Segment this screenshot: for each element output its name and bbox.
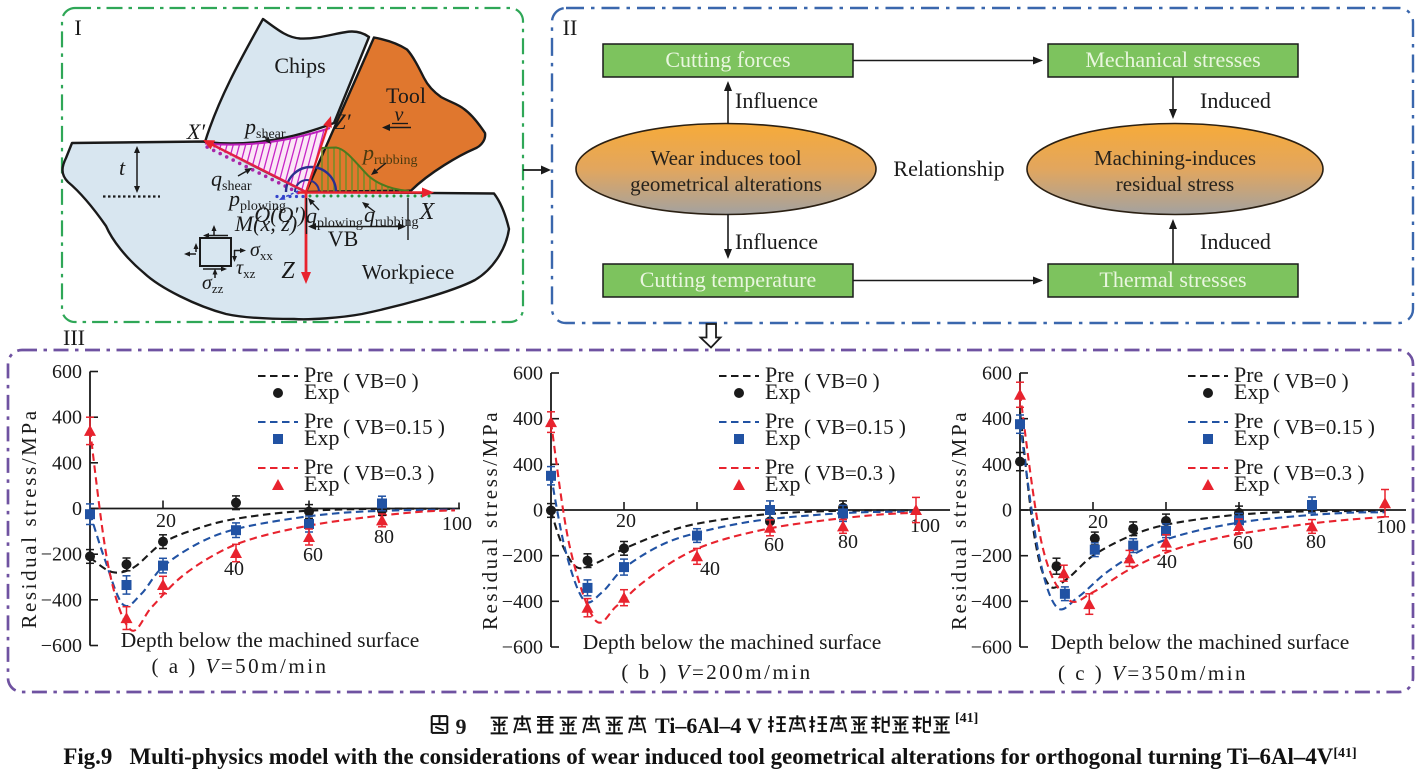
svg-text:geometrical alterations: geometrical alterations: [630, 172, 822, 196]
svg-text:v: v: [395, 104, 404, 126]
svg-text:−600: −600: [41, 635, 82, 657]
svg-text:0: 0: [533, 500, 543, 522]
svg-text:400: 400: [982, 408, 1012, 430]
svg-text:Exp: Exp: [304, 425, 339, 450]
svg-text:−400: −400: [502, 591, 543, 613]
svg-text:600: 600: [982, 363, 1012, 385]
svg-text:−200: −200: [502, 545, 543, 567]
svg-text:( VB=0.3 ): ( VB=0.3 ): [804, 461, 895, 485]
svg-text:Exp: Exp: [1234, 471, 1269, 496]
svg-text:100: 100: [442, 513, 472, 535]
svg-text:−600: −600: [971, 637, 1012, 659]
svg-text:400: 400: [52, 452, 82, 474]
svg-text:80: 80: [374, 526, 394, 548]
svg-text:80: 80: [838, 531, 858, 553]
svg-text:( VB=0.15 ): ( VB=0.15 ): [804, 415, 906, 439]
svg-text:X: X: [419, 199, 436, 225]
svg-text:( VB=0.3 ): ( VB=0.3 ): [1273, 461, 1364, 485]
svg-text:Cutting forces: Cutting forces: [665, 47, 790, 72]
svg-text:X′: X′: [186, 119, 206, 144]
svg-text:Influence: Influence: [735, 229, 818, 254]
svg-text:III: III: [63, 325, 85, 350]
svg-text:100: 100: [1376, 516, 1406, 538]
svg-text:400: 400: [52, 407, 82, 429]
svg-text:t: t: [119, 155, 126, 180]
svg-text:Wear induces tool: Wear induces tool: [650, 146, 801, 170]
svg-text:Exp: Exp: [304, 471, 339, 496]
svg-text:( VB=0.3 ): ( VB=0.3 ): [343, 461, 434, 485]
svg-text:( c ) V=350m/min: ( c ) V=350m/min: [1058, 661, 1248, 685]
svg-text:0: 0: [72, 498, 82, 520]
svg-text:I: I: [74, 15, 81, 40]
svg-text:Chips: Chips: [274, 53, 325, 78]
svg-text:( VB=0.15 ): ( VB=0.15 ): [343, 415, 445, 439]
svg-text:60: 60: [303, 544, 323, 566]
svg-text:( a ) V=50m/min: ( a ) V=50m/min: [151, 654, 328, 678]
svg-text:Depth below the machined surfa: Depth below the machined surface: [583, 630, 882, 654]
svg-text:20: 20: [616, 510, 636, 532]
svg-text:Depth below the machined surfa: Depth below the machined surface: [121, 628, 420, 652]
svg-text:Exp: Exp: [765, 425, 800, 450]
svg-text:( VB=0 ): ( VB=0 ): [343, 369, 419, 393]
svg-text:Z: Z: [281, 258, 295, 284]
svg-text:Thermal stresses: Thermal stresses: [1099, 267, 1246, 292]
svg-text:−600: −600: [502, 637, 543, 659]
svg-text:Cutting temperature: Cutting temperature: [640, 267, 817, 292]
svg-text:Exp: Exp: [1234, 425, 1269, 450]
svg-text:−400: −400: [971, 591, 1012, 613]
svg-text:II: II: [563, 15, 578, 40]
svg-text:Residual stress/MPa: Residual stress/MPa: [947, 410, 971, 630]
svg-text:Fig.9 Multi-physics model wi: Fig.9 Multi-physics model with the consi…: [63, 744, 1356, 769]
svg-text:Workpiece: Workpiece: [362, 260, 455, 284]
svg-text:400: 400: [513, 408, 543, 430]
svg-text:100: 100: [910, 515, 940, 537]
svg-text:( VB=0.15 ): ( VB=0.15 ): [1273, 415, 1375, 439]
svg-text:9: 9: [456, 714, 467, 739]
svg-text:Exp: Exp: [765, 379, 800, 404]
svg-text:Exp: Exp: [304, 379, 339, 404]
svg-text:20: 20: [1088, 511, 1108, 533]
svg-text:Tool: Tool: [386, 83, 426, 108]
svg-text:( b ) V=200m/min: ( b ) V=200m/min: [621, 660, 812, 684]
svg-text:Exp: Exp: [1234, 379, 1269, 404]
svg-text:60: 60: [764, 534, 784, 556]
svg-text:Ti–6Al–4 V: Ti–6Al–4 V: [655, 713, 762, 738]
svg-text:Mechanical stresses: Mechanical stresses: [1085, 47, 1260, 72]
svg-text:Influence: Influence: [735, 88, 818, 113]
svg-text:0: 0: [1002, 500, 1012, 522]
svg-text:−200: −200: [41, 544, 82, 566]
svg-text:M(x, z): M(x, z): [234, 211, 297, 236]
svg-text:Residual stress/MPa: Residual stress/MPa: [17, 408, 41, 628]
svg-text:Induced: Induced: [1200, 88, 1271, 113]
svg-text:600: 600: [52, 361, 82, 383]
svg-text:−200: −200: [971, 545, 1012, 567]
svg-text:residual stress: residual stress: [1116, 172, 1234, 196]
svg-text:80: 80: [1306, 531, 1326, 553]
svg-text:Induced: Induced: [1200, 229, 1271, 254]
svg-text:Residual stress/MPa: Residual stress/MPa: [478, 410, 502, 630]
svg-text:( VB=0 ): ( VB=0 ): [804, 369, 880, 393]
svg-text:Z′: Z′: [333, 109, 351, 134]
svg-text:−400: −400: [41, 589, 82, 611]
svg-text:( VB=0 ): ( VB=0 ): [1273, 369, 1349, 393]
svg-text:600: 600: [513, 363, 543, 385]
svg-text:400: 400: [982, 454, 1012, 476]
svg-text:400: 400: [513, 454, 543, 476]
svg-text:Machining-induces: Machining-induces: [1094, 146, 1256, 170]
svg-text:Relationship: Relationship: [893, 156, 1004, 181]
svg-text:Depth below the machined surfa: Depth below the machined surface: [1051, 630, 1350, 654]
svg-text:40: 40: [1157, 551, 1177, 573]
svg-text:Exp: Exp: [765, 471, 800, 496]
svg-text:20: 20: [156, 510, 176, 532]
svg-text:[41]: [41]: [955, 711, 978, 726]
